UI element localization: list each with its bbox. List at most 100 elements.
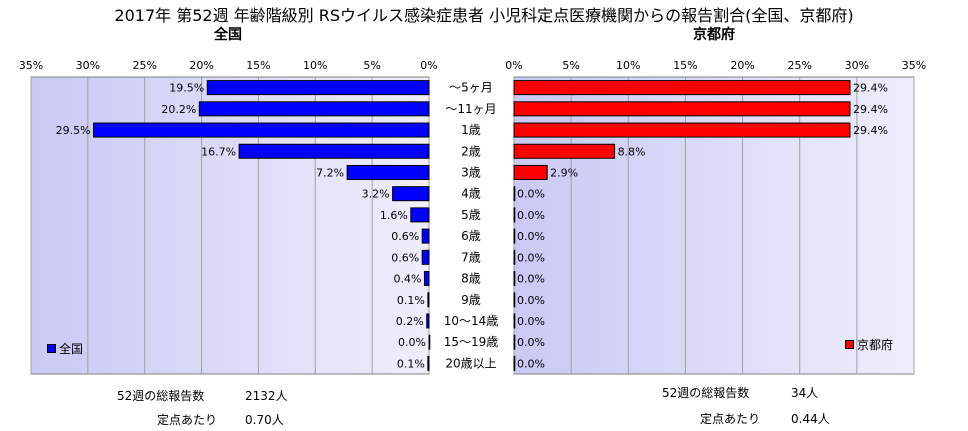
value-label-national-13: 0.1% bbox=[397, 357, 425, 370]
bar-kyoto-1 bbox=[513, 101, 851, 117]
stat-per-site-value-national: 0.70人 bbox=[245, 413, 284, 427]
bar-kyoto-12 bbox=[513, 334, 516, 350]
stat-total-value-kyoto: 34人 bbox=[791, 386, 819, 400]
category-labels: ～5ヶ月 ～11ヶ月 1歳 2歳 3歳 4歳 5歳 6歳 7歳 8歳 9歳 10～14歳 15～19歳 2… bbox=[444, 81, 499, 371]
category-label-0: ～5ヶ月 bbox=[449, 81, 493, 95]
category-label-6: 5歳 bbox=[461, 208, 481, 222]
value-label-national-1: 20.2% bbox=[161, 103, 196, 116]
value-label-kyoto-10: 0.0% bbox=[517, 294, 545, 307]
bar-kyoto-11 bbox=[513, 313, 516, 329]
value-label-kyoto-8: 0.0% bbox=[517, 251, 545, 264]
category-label-3: 2歳 bbox=[461, 144, 481, 158]
value-label-national-10: 0.1% bbox=[397, 294, 425, 307]
tick-label-national-7: 35% bbox=[19, 59, 43, 72]
value-label-national-11: 0.2% bbox=[396, 315, 424, 328]
legend-national: 全国 bbox=[47, 340, 83, 357]
value-label-national-12: 0.0% bbox=[398, 336, 426, 349]
value-label-kyoto-6: 0.0% bbox=[517, 209, 545, 222]
stat-total-label-kyoto: 52週の総報告数 bbox=[662, 386, 750, 400]
tick-label-kyoto-6: 30% bbox=[845, 59, 869, 72]
value-label-kyoto-5: 0.0% bbox=[517, 188, 545, 201]
legend-label-national: 全国 bbox=[59, 342, 84, 356]
category-label-8: 7歳 bbox=[461, 250, 481, 264]
tick-label-national-2: 10% bbox=[303, 59, 327, 72]
stat-per-site-label-kyoto: 定点あたり bbox=[700, 412, 761, 426]
chart-title: 2017年 第52週 年齢階級別 RSウイルス感染症患者 小児科定点医療機関から… bbox=[114, 6, 854, 25]
category-label-7: 6歳 bbox=[461, 229, 481, 243]
category-label-10: 9歳 bbox=[461, 293, 481, 307]
plot-area-kyoto: 0% 5% 10% 15% 20% 25% 30% 35% 29.4% 29.4% 29.4% 8.8… bbox=[505, 59, 926, 375]
tick-label-national-4: 20% bbox=[189, 59, 213, 72]
value-label-kyoto-7: 0.0% bbox=[517, 230, 545, 243]
value-label-national-9: 0.4% bbox=[393, 273, 421, 286]
bar-kyoto-3 bbox=[513, 143, 616, 159]
plot-area-national: 0% 5% 10% 15% 20% 25% 30% 35% 19.5% 20.2% 29.5% 16.… bbox=[19, 59, 438, 375]
value-label-kyoto-12: 0.0% bbox=[517, 336, 545, 349]
bar-national-9 bbox=[423, 271, 430, 287]
bar-national-5 bbox=[392, 186, 430, 202]
bar-kyoto-9 bbox=[513, 271, 516, 287]
category-label-2: 1歳 bbox=[461, 123, 481, 137]
value-label-national-8: 0.6% bbox=[391, 251, 419, 264]
plot-background-kyoto bbox=[513, 76, 915, 375]
bar-national-10 bbox=[427, 292, 430, 308]
bar-kyoto-5 bbox=[513, 186, 516, 202]
value-label-kyoto-9: 0.0% bbox=[517, 273, 545, 286]
bar-national-2 bbox=[93, 122, 430, 138]
category-label-11: 10～14歳 bbox=[444, 314, 499, 328]
value-label-kyoto-0: 29.4% bbox=[853, 82, 888, 95]
tick-label-kyoto-1: 5% bbox=[562, 59, 579, 72]
stat-per-site-label-national: 定点あたり bbox=[157, 413, 218, 427]
tick-label-national-0: 0% bbox=[420, 59, 437, 72]
bar-national-13 bbox=[427, 355, 430, 371]
value-label-kyoto-1: 29.4% bbox=[853, 103, 888, 116]
tick-label-kyoto-0: 0% bbox=[505, 59, 522, 72]
bar-national-7 bbox=[421, 228, 430, 244]
value-label-national-3: 16.7% bbox=[201, 145, 236, 158]
value-label-kyoto-2: 29.4% bbox=[853, 124, 888, 137]
bar-national-1 bbox=[198, 101, 430, 117]
bar-national-4 bbox=[346, 164, 430, 180]
value-label-national-2: 29.5% bbox=[56, 124, 91, 137]
panel-title-national: 全国 bbox=[214, 27, 242, 43]
stat-total-value-national: 2132人 bbox=[245, 389, 288, 403]
bar-national-6 bbox=[410, 207, 430, 223]
tick-label-national-1: 5% bbox=[363, 59, 380, 72]
bar-national-0 bbox=[206, 80, 430, 96]
category-label-13: 20歳以上 bbox=[445, 356, 496, 370]
tick-label-kyoto-4: 20% bbox=[730, 59, 754, 72]
value-label-national-5: 3.2% bbox=[362, 188, 390, 201]
tick-label-kyoto-7: 35% bbox=[902, 59, 926, 72]
bar-kyoto-10 bbox=[513, 292, 516, 308]
tick-label-national-6: 30% bbox=[76, 59, 100, 72]
panel-title-kyoto: 京都府 bbox=[693, 27, 735, 43]
bar-national-8 bbox=[421, 249, 430, 265]
bar-national-12 bbox=[428, 334, 431, 350]
stat-per-site-value-kyoto: 0.44人 bbox=[791, 412, 830, 426]
stat-total-label-national: 52週の総報告数 bbox=[117, 389, 205, 403]
bar-national-11 bbox=[426, 313, 430, 329]
bar-national-3 bbox=[238, 143, 430, 159]
category-label-5: 4歳 bbox=[461, 187, 481, 201]
bar-kyoto-4 bbox=[513, 164, 548, 180]
plot-background-national bbox=[30, 76, 430, 375]
tick-label-national-5: 25% bbox=[132, 59, 156, 72]
category-label-4: 3歳 bbox=[461, 165, 481, 179]
bar-kyoto-7 bbox=[513, 228, 516, 244]
legend-swatch-national bbox=[47, 344, 56, 353]
value-label-national-7: 0.6% bbox=[391, 230, 419, 243]
category-label-1: ～11ヶ月 bbox=[445, 102, 496, 116]
category-label-12: 15～19歳 bbox=[444, 335, 499, 349]
legend-swatch-kyoto bbox=[845, 340, 854, 349]
category-label-9: 8歳 bbox=[461, 272, 481, 286]
value-label-national-4: 7.2% bbox=[316, 166, 344, 179]
legend-label-kyoto: 京都府 bbox=[857, 338, 894, 352]
tick-label-kyoto-3: 15% bbox=[673, 59, 697, 72]
value-label-kyoto-4: 2.9% bbox=[550, 166, 578, 179]
tick-label-kyoto-2: 10% bbox=[616, 59, 640, 72]
tick-label-kyoto-5: 25% bbox=[787, 59, 811, 72]
legend-kyoto: 京都府 bbox=[845, 336, 893, 353]
value-label-kyoto-3: 8.8% bbox=[618, 145, 646, 158]
tick-label-national-3: 15% bbox=[246, 59, 270, 72]
